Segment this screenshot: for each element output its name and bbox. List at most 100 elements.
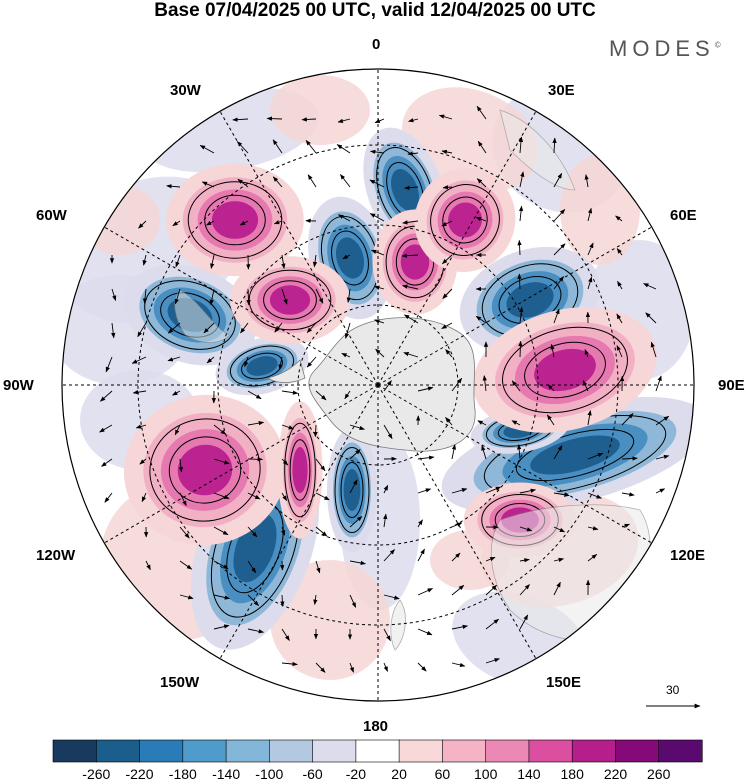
anomaly-field	[62, 69, 694, 701]
contour-line	[168, 436, 242, 504]
wind-arrow	[553, 557, 565, 562]
wind-arrow	[407, 151, 419, 156]
wind-arrow	[587, 554, 598, 562]
wind-arrow	[232, 117, 249, 122]
wind-arrow	[475, 216, 487, 222]
wind-arrow	[417, 628, 433, 636]
graticule	[62, 69, 694, 701]
wind-arrow	[438, 114, 453, 120]
wind-arrow	[417, 588, 433, 596]
colorbar-tick-label: -60	[302, 766, 323, 782]
label-0: 0	[372, 36, 381, 53]
wind-arrow	[305, 139, 317, 154]
wind-arrow	[383, 594, 400, 600]
wind-arrow	[451, 585, 465, 596]
label-90e: 90E	[718, 377, 745, 394]
latitude-circle	[217, 224, 539, 546]
wind-arrow	[349, 594, 357, 608]
meridian-line	[219, 111, 379, 386]
wind-arrow	[349, 662, 354, 673]
wind-arrow	[315, 458, 326, 472]
wind-arrow	[374, 319, 385, 324]
wind-arrow	[346, 288, 351, 303]
wind-arrow	[519, 526, 533, 532]
label-60w: 60W	[36, 207, 67, 224]
wind-arrow	[383, 662, 389, 672]
wind-arrow	[587, 492, 602, 499]
wind-arrow	[213, 492, 230, 500]
wind-arrow	[553, 492, 570, 497]
colorbar-swatch	[571, 739, 617, 763]
label-120w: 120W	[36, 547, 76, 564]
wind-arrow	[517, 273, 522, 290]
positive-anomaly	[534, 348, 596, 392]
wind-arrow	[451, 552, 461, 562]
wind-arrow	[244, 356, 249, 368]
colorbar-swatch	[225, 739, 271, 763]
positive-anomaly	[177, 444, 233, 496]
negative-anomaly	[391, 169, 419, 211]
colorbar-tick-label: -180	[168, 766, 197, 782]
wind-arrow	[337, 118, 351, 123]
wind-arrow	[349, 479, 358, 494]
wind-arrow	[172, 220, 181, 227]
wind-arrow	[281, 458, 289, 466]
wind-arrow	[417, 662, 427, 672]
contour-line	[442, 196, 488, 244]
wind-arrow	[519, 306, 524, 324]
wind-arrow	[417, 488, 432, 494]
contour-line	[289, 439, 311, 501]
colorbar-swatch	[485, 739, 530, 763]
wind-arrow	[547, 384, 555, 392]
colorbar-tick-label: 20	[391, 766, 407, 782]
map-title: Base 07/04/2025 00 UTC, valid 12/04/2025…	[154, 0, 596, 21]
wind-arrow	[201, 181, 215, 188]
wind-arrow	[138, 220, 147, 229]
wind-arrow	[307, 174, 317, 188]
wind-arrow	[101, 458, 113, 467]
wind-arrow	[111, 288, 117, 302]
wind-arrow	[306, 356, 317, 368]
wind-arrow	[210, 254, 215, 269]
colorbar-tick-label: 140	[517, 766, 541, 782]
wind-arrow	[301, 117, 317, 122]
meridian-line	[219, 384, 379, 659]
wind-arrow	[587, 526, 599, 531]
wind-arrow	[174, 424, 181, 436]
colorbar-swatch	[398, 739, 444, 763]
wind-arrow	[281, 390, 299, 395]
wind-arrow	[281, 288, 288, 305]
wind-arrow	[315, 526, 328, 537]
wind-arrow	[616, 248, 623, 256]
wind-arrow	[111, 322, 116, 339]
wind-arrow	[476, 105, 487, 120]
wind-arrow	[621, 413, 634, 426]
wind-arrow	[442, 185, 453, 190]
wind-arrow	[313, 594, 318, 606]
wind-arrow	[485, 658, 500, 664]
wind-arrow	[179, 492, 187, 507]
contour-line	[334, 447, 370, 533]
wind-arrow	[344, 322, 351, 339]
wind-arrow	[553, 308, 560, 324]
wind-arrow	[142, 254, 147, 266]
colorbar-swatch	[312, 739, 357, 763]
wind-arrow	[349, 560, 366, 566]
new-zealand	[390, 599, 406, 651]
wind-arrow	[131, 356, 147, 364]
wind-arrow	[417, 386, 434, 392]
meridian-line	[104, 384, 379, 544]
wind-arrow	[312, 254, 318, 268]
wind-arrow	[476, 178, 487, 188]
colorbar-tick-label: -100	[255, 766, 284, 782]
wind-arrow	[247, 421, 265, 426]
wind-arrow	[655, 375, 662, 392]
wind-arrow	[247, 560, 257, 574]
wind-arrow	[104, 492, 113, 503]
colorbar-tick-label: 60	[434, 766, 451, 782]
wind-arrow	[247, 492, 261, 500]
colorbar-tick-label: -260	[82, 766, 111, 782]
wind-arrow	[587, 242, 594, 256]
wind-arrow	[655, 454, 670, 460]
wind-arrow	[383, 513, 388, 528]
